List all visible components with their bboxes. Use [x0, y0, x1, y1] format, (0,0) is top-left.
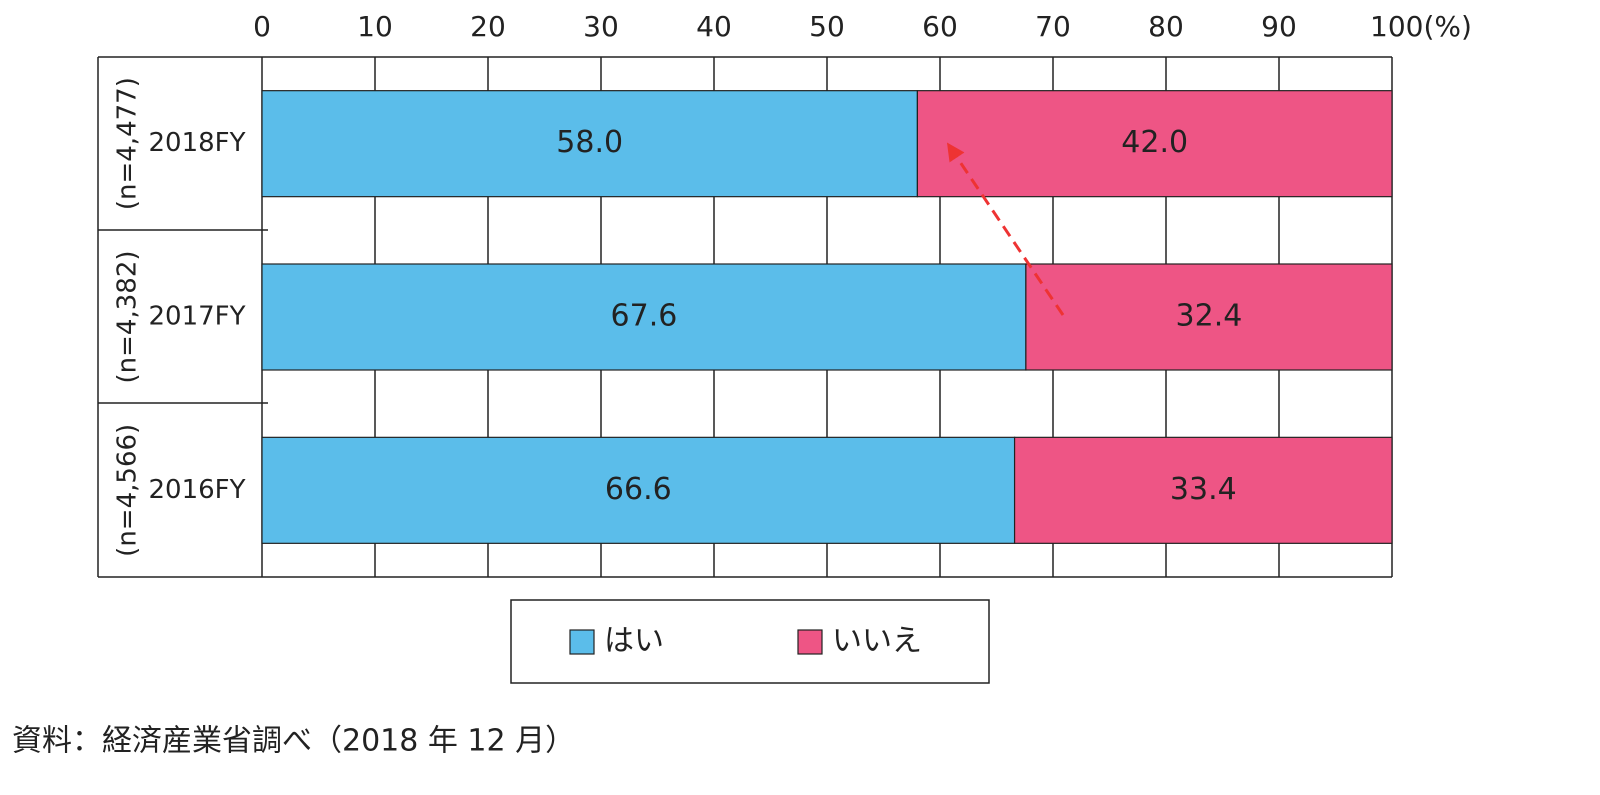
legend-label: いいえ	[832, 624, 922, 659]
bar-segment	[261, 90, 919, 198]
annotation-arrow	[946, 142, 1065, 316]
x-tick-label: 70	[1035, 10, 1071, 43]
x-tick-label: 80	[1148, 10, 1184, 43]
x-tick-label: 100(%)	[1370, 10, 1472, 43]
x-tick-label: 30	[583, 10, 619, 43]
value-label: 66.6	[605, 472, 672, 507]
x-tick-label: 10	[357, 10, 393, 43]
bar-segment	[261, 436, 1016, 544]
value-label: 42.0	[1121, 125, 1188, 160]
sample-size-label: (n=4,382)	[113, 251, 143, 384]
value-label: 67.6	[611, 299, 678, 334]
legend-box	[510, 599, 990, 684]
sample-size-label: (n=4,477)	[113, 77, 143, 210]
x-tick-label: 50	[809, 10, 845, 43]
value-label: 32.4	[1176, 299, 1243, 334]
legend-swatch	[569, 629, 595, 655]
x-tick-label: 0	[253, 10, 271, 43]
category-label: 2016FY	[148, 475, 245, 505]
x-tick-label: 40	[696, 10, 732, 43]
source-note: 資料：経済産業省調べ（2018 年 12 月）	[12, 724, 575, 759]
category-label: 2017FY	[148, 302, 245, 332]
sample-size-label: (n=4,566)	[113, 424, 143, 557]
x-tick-label: 60	[922, 10, 958, 43]
legend-label: はい	[604, 624, 664, 659]
bar-segment	[1025, 263, 1393, 371]
legend-swatch	[797, 629, 823, 655]
x-tick-label: 20	[470, 10, 506, 43]
x-tick-label: 90	[1261, 10, 1297, 43]
bar-segment	[261, 263, 1027, 371]
value-label: 33.4	[1170, 472, 1237, 507]
category-label: 2018FY	[148, 128, 245, 158]
value-label: 58.0	[556, 125, 623, 160]
bar-segment	[1013, 436, 1393, 544]
bar-segment	[916, 90, 1393, 198]
